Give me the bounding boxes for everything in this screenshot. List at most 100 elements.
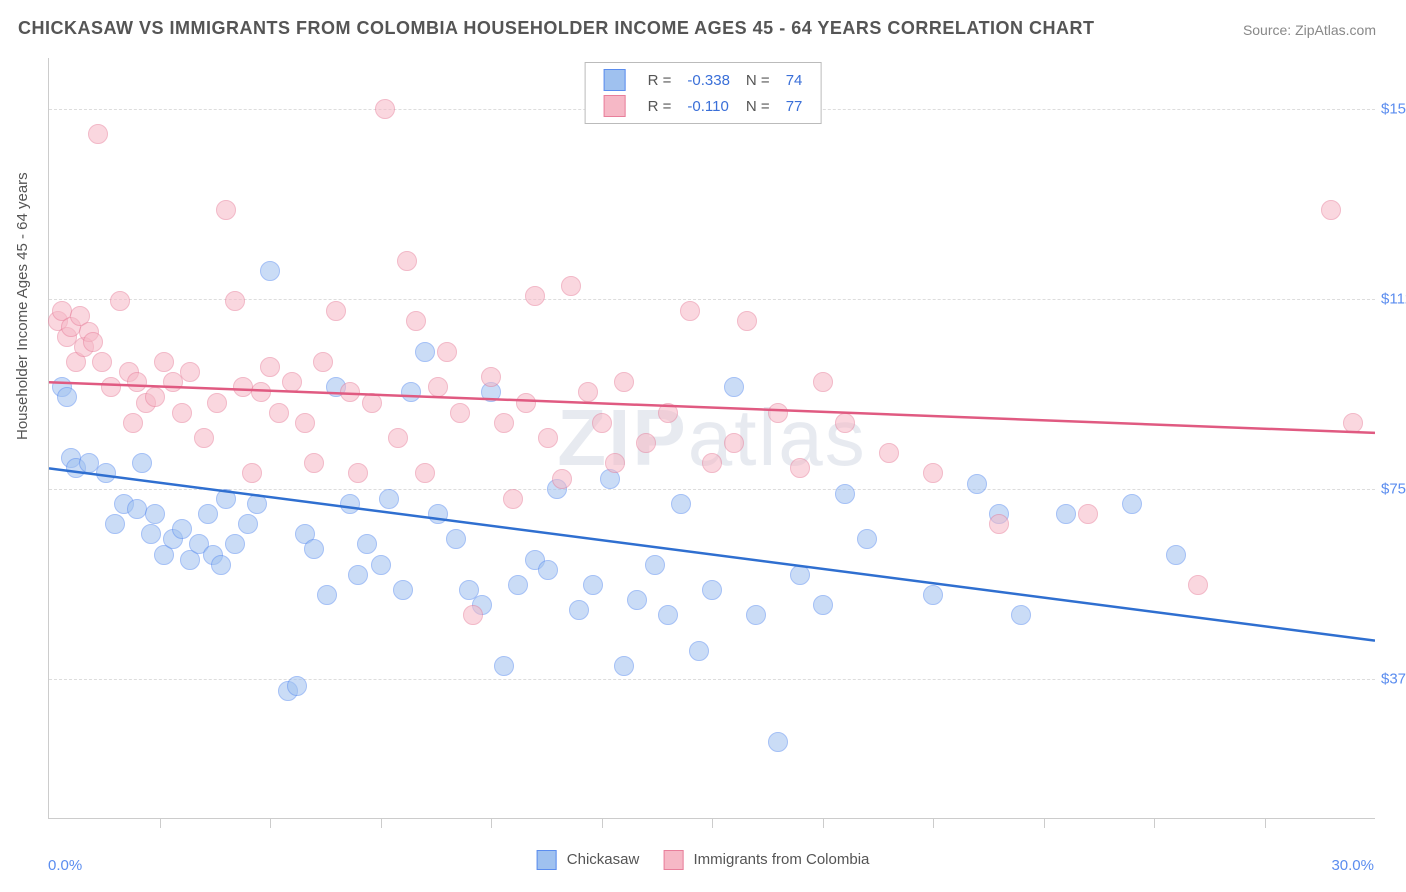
point-chickasaw [658, 605, 678, 625]
point-colombia [923, 463, 943, 483]
point-chickasaw [494, 656, 514, 676]
point-colombia [326, 301, 346, 321]
y-axis-title: Householder Income Ages 45 - 64 years [14, 172, 31, 440]
point-colombia [702, 453, 722, 473]
point-colombia [251, 382, 271, 402]
point-colombia [494, 413, 514, 433]
point-colombia [242, 463, 262, 483]
point-colombia [406, 311, 426, 331]
point-colombia [768, 403, 788, 423]
swatch-colombia [604, 95, 626, 117]
point-colombia [207, 393, 227, 413]
point-colombia [340, 382, 360, 402]
point-colombia [578, 382, 598, 402]
point-colombia [397, 251, 417, 271]
point-colombia [503, 489, 523, 509]
r-label: R = [640, 93, 680, 119]
point-colombia [561, 276, 581, 296]
point-chickasaw [645, 555, 665, 575]
point-chickasaw [508, 575, 528, 595]
x-axis-min-label: 0.0% [48, 857, 82, 874]
point-colombia [516, 393, 536, 413]
legend-row-colombia: R = -0.110 N = 77 [596, 93, 811, 119]
point-colombia [282, 372, 302, 392]
point-chickasaw [172, 519, 192, 539]
correlation-legend: R = -0.338 N = 74 R = -0.110 N = 77 [585, 62, 822, 124]
point-colombia [313, 352, 333, 372]
swatch-icon [663, 850, 683, 870]
y-tick-label: $37,500 [1381, 670, 1406, 687]
point-colombia [538, 428, 558, 448]
point-colombia [88, 124, 108, 144]
point-colombia [605, 453, 625, 473]
point-chickasaw [287, 676, 307, 696]
point-chickasaw [614, 656, 634, 676]
x-tick [712, 818, 713, 828]
source-label: Source: ZipAtlas.com [1243, 22, 1376, 38]
point-chickasaw [923, 585, 943, 605]
point-chickasaw [247, 494, 267, 514]
point-colombia [481, 367, 501, 387]
x-tick [381, 818, 382, 828]
point-colombia [269, 403, 289, 423]
y-tick-label: $75,000 [1381, 480, 1406, 497]
n-label: N = [738, 67, 778, 93]
point-chickasaw [304, 539, 324, 559]
point-chickasaw [371, 555, 391, 575]
legend-label: Chickasaw [567, 851, 640, 868]
point-colombia [1343, 413, 1363, 433]
point-chickasaw [57, 387, 77, 407]
point-chickasaw [393, 580, 413, 600]
point-chickasaw [835, 484, 855, 504]
point-chickasaw [238, 514, 258, 534]
x-tick [491, 818, 492, 828]
r-value-colombia: -0.110 [679, 93, 738, 119]
point-colombia [216, 200, 236, 220]
point-chickasaw [132, 453, 152, 473]
point-chickasaw [340, 494, 360, 514]
trend-lines [49, 58, 1375, 818]
point-colombia [592, 413, 612, 433]
point-colombia [101, 377, 121, 397]
point-chickasaw [768, 732, 788, 752]
point-colombia [680, 301, 700, 321]
point-chickasaw [857, 529, 877, 549]
point-chickasaw [357, 534, 377, 554]
point-colombia [415, 463, 435, 483]
point-chickasaw [746, 605, 766, 625]
point-colombia [83, 332, 103, 352]
point-chickasaw [583, 575, 603, 595]
x-tick [160, 818, 161, 828]
point-chickasaw [790, 565, 810, 585]
point-colombia [154, 352, 174, 372]
point-colombia [450, 403, 470, 423]
point-colombia [737, 311, 757, 331]
point-colombia [724, 433, 744, 453]
point-colombia [1321, 200, 1341, 220]
n-value-colombia: 77 [778, 93, 811, 119]
point-colombia [813, 372, 833, 392]
point-colombia [110, 291, 130, 311]
point-colombia [127, 372, 147, 392]
point-chickasaw [379, 489, 399, 509]
point-chickasaw [1056, 504, 1076, 524]
swatch-chickasaw [604, 69, 626, 91]
point-colombia [428, 377, 448, 397]
point-colombia [463, 605, 483, 625]
x-axis-max-label: 30.0% [1331, 857, 1374, 874]
point-chickasaw [702, 580, 722, 600]
point-colombia [362, 393, 382, 413]
point-chickasaw [724, 377, 744, 397]
x-tick [933, 818, 934, 828]
x-tick [1044, 818, 1045, 828]
x-tick [1265, 818, 1266, 828]
point-chickasaw [415, 342, 435, 362]
point-chickasaw [689, 641, 709, 661]
series-legend: Chickasaw Immigrants from Colombia [537, 850, 870, 870]
y-tick-label: $150,000 [1381, 100, 1406, 117]
point-chickasaw [1122, 494, 1142, 514]
x-tick [823, 818, 824, 828]
point-chickasaw [569, 600, 589, 620]
point-chickasaw [428, 504, 448, 524]
point-chickasaw [1166, 545, 1186, 565]
